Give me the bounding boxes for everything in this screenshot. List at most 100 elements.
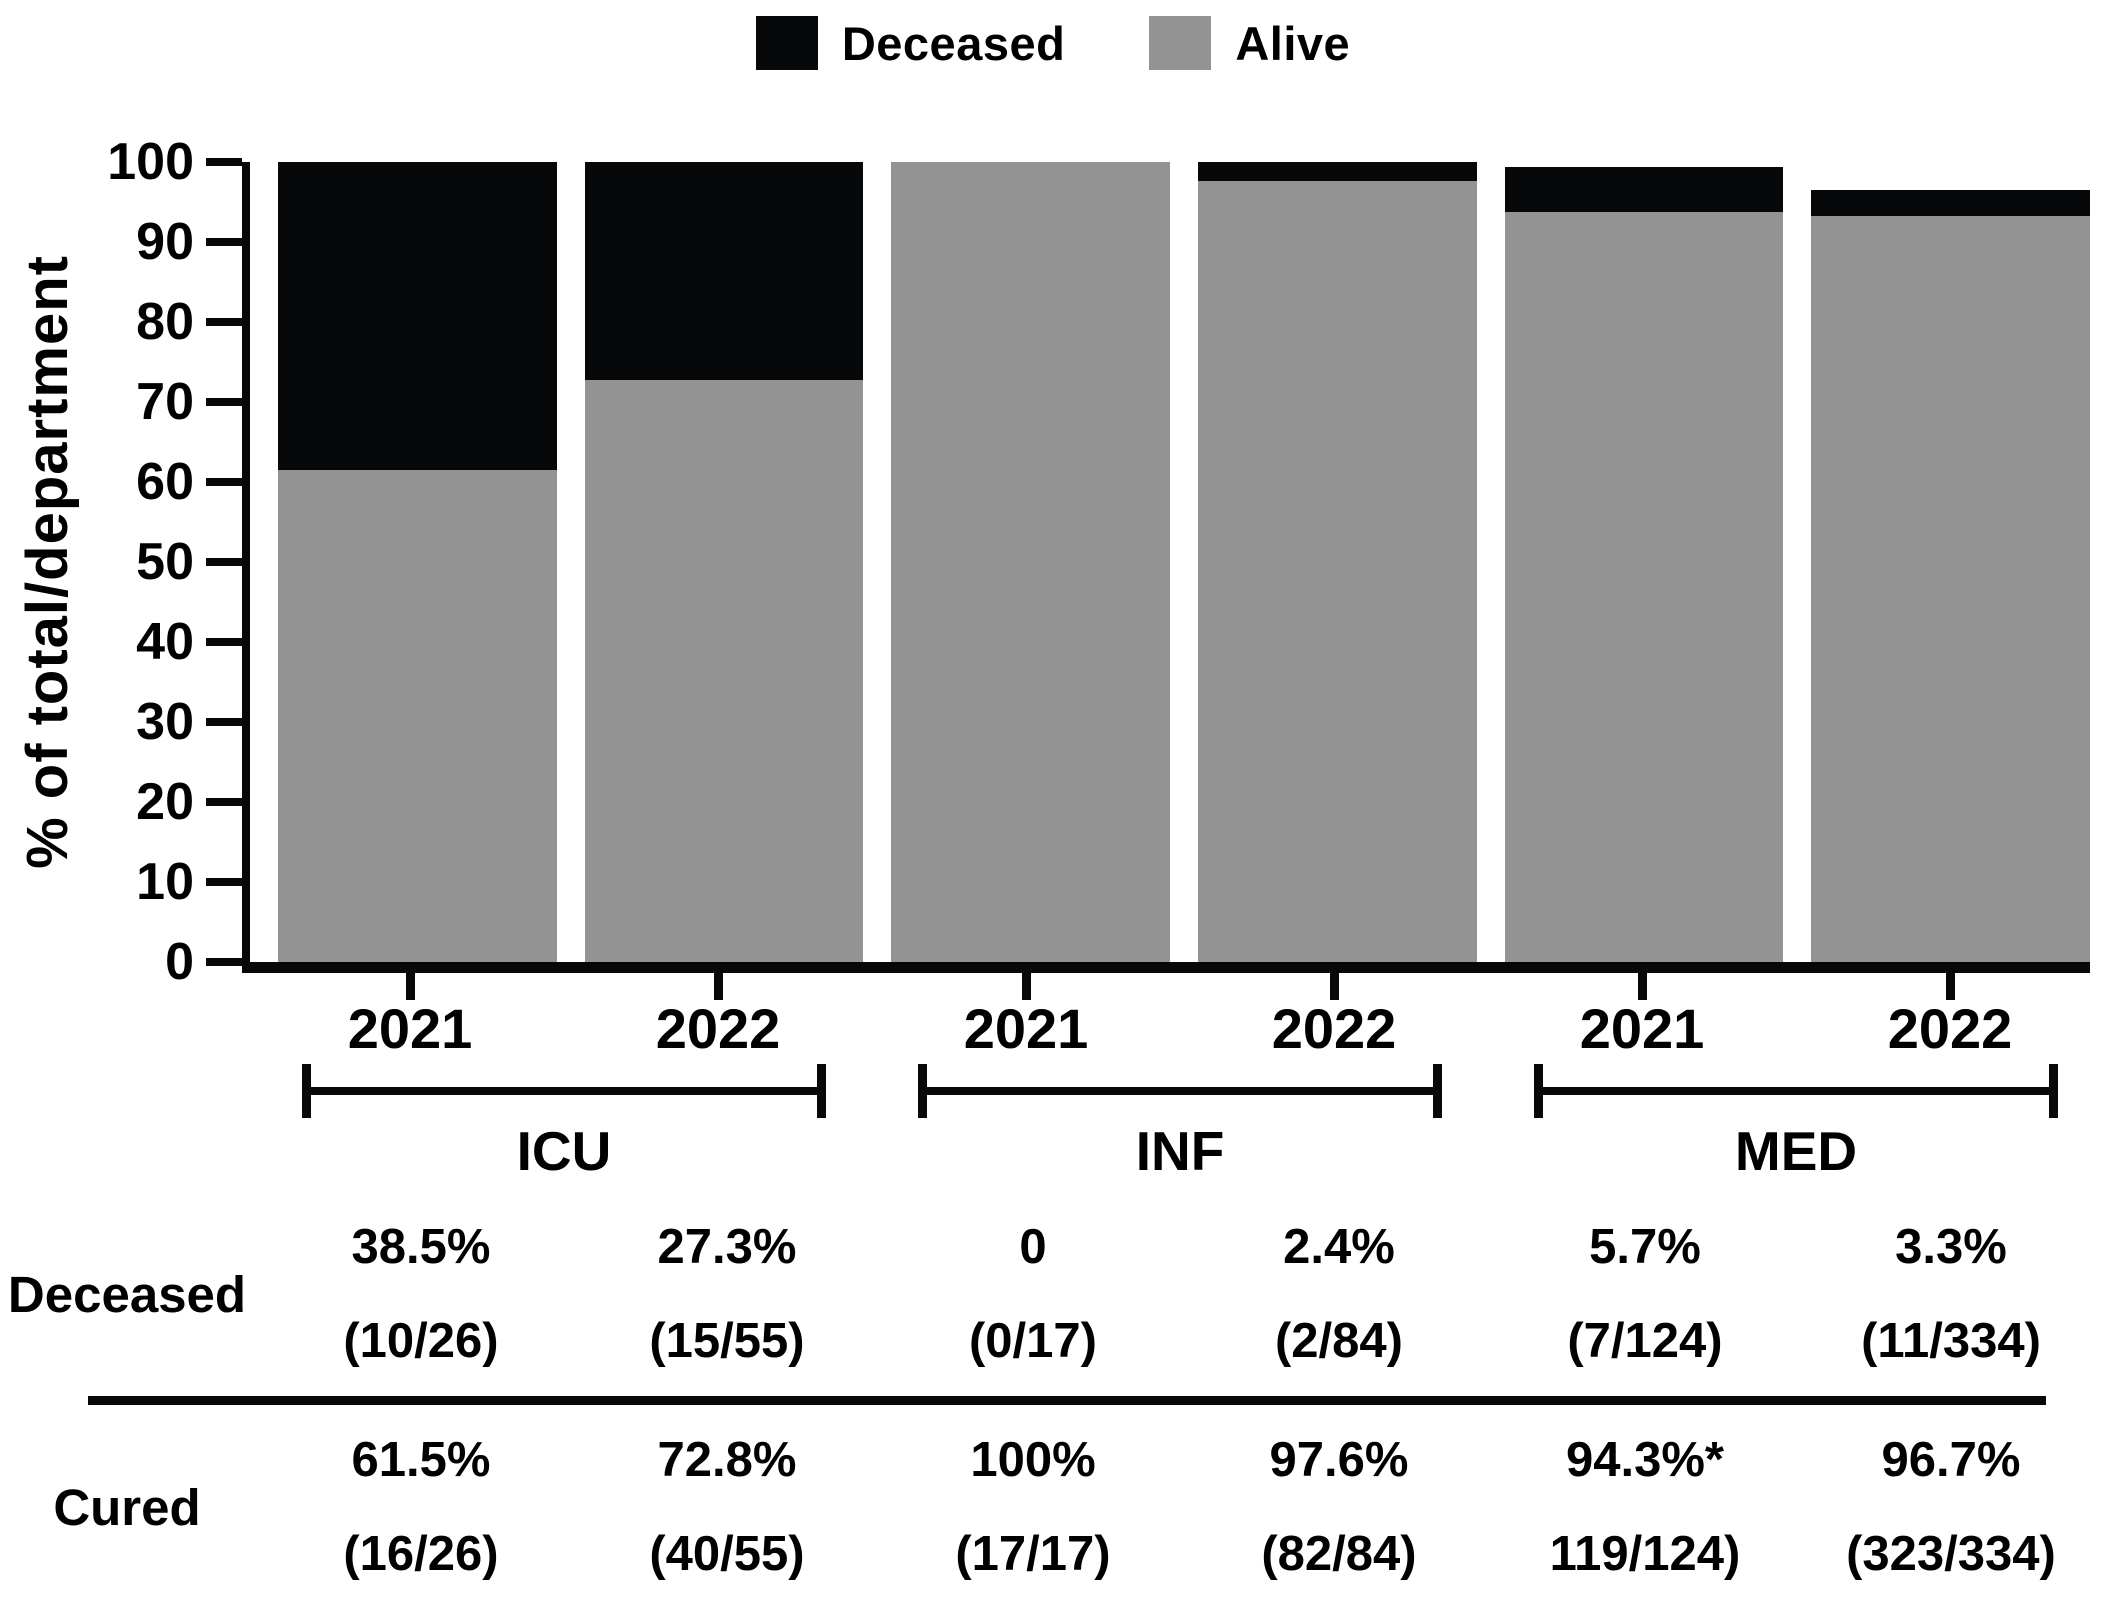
y-tick-label-90: 90	[136, 213, 194, 271]
legend-swatch-alive-icon	[1149, 16, 1212, 70]
x-tick-3	[1194, 973, 1474, 1000]
bar-segment-alive	[1504, 212, 1784, 962]
y-tick-50	[206, 558, 242, 566]
table-cell-percent: 72.8%	[657, 1433, 797, 1487]
group-label-icu: ICU	[516, 1120, 612, 1182]
y-tick-40	[206, 638, 242, 646]
y-tick-90	[206, 238, 242, 246]
bar-med-2021	[1504, 166, 1784, 962]
bar-icu-2021	[278, 162, 557, 962]
x-tick-mark	[713, 973, 723, 1000]
y-axis-title-box: % of total/department	[14, 162, 81, 962]
y-tick-label-0: 0	[165, 933, 194, 991]
group-bracket-icu	[302, 1064, 826, 1118]
x-axis-tick-row	[270, 973, 2090, 1000]
table-cell-fraction: (2/84)	[1274, 1314, 1403, 1368]
y-tick-60	[206, 478, 242, 486]
y-tick-10	[206, 878, 242, 886]
table-cell-deceased-2: 0 (0/17)	[894, 1200, 1172, 1388]
group-brackets	[270, 1064, 2090, 1118]
x-tick-mark	[1637, 973, 1647, 1000]
legend-swatch-deceased-icon	[755, 16, 818, 70]
table-cell-fraction: 119/124)	[1549, 1527, 1741, 1581]
table-cell-percent: 100%	[970, 1433, 1096, 1487]
x-tick-1	[578, 973, 858, 1000]
table-cell-percent: 94.3%*	[1565, 1433, 1724, 1487]
y-tick-label-10: 10	[136, 853, 194, 911]
group-bracket-inf	[918, 1064, 1442, 1118]
y-tick-70	[206, 398, 242, 406]
bar-segment-deceased	[584, 162, 864, 380]
legend-item-deceased: Deceased	[755, 16, 1066, 71]
table-cell-cured-3: 97.6% (82/84)	[1200, 1413, 1478, 1601]
table-cell-percent: 3.3%	[1895, 1220, 2007, 1274]
plot-area: 0 10 20 30 40 50 60 70 80 90 100	[107, 133, 2090, 991]
bar-segment-alive	[1197, 181, 1477, 962]
table-cell-fraction: (11/334)	[1861, 1314, 2041, 1368]
legend-label-alive: Alive	[1235, 16, 1351, 70]
table-cell-fraction: (17/17)	[955, 1527, 1111, 1581]
data-table: Deceased 38.5% (10/26) 27.3% (15/55) 0 (0/17) 2…	[0, 1200, 2106, 1601]
x-year-label-4: 2021	[1579, 997, 1705, 1060]
group-label-med: MED	[1734, 1120, 1858, 1182]
y-tick-30	[206, 718, 242, 726]
table-cell-deceased-1: 27.3% (15/55)	[588, 1200, 866, 1388]
y-tick-label-60: 60	[136, 453, 194, 511]
table-cell-fraction: (0/17)	[968, 1314, 1097, 1368]
x-year-label-3: 2022	[1271, 997, 1397, 1060]
table-cell-fraction: (40/55)	[649, 1527, 805, 1581]
bar-med-2022	[1811, 190, 2090, 962]
x-tick-mark	[405, 973, 415, 1000]
table-cell-percent: 38.5%	[351, 1220, 491, 1274]
table-cell-percent: 27.3%	[657, 1220, 797, 1274]
table-divider	[88, 1396, 2046, 1405]
y-axis-title: % of total/department	[15, 255, 80, 869]
legend-label-deceased: Deceased	[841, 16, 1066, 70]
table-cell-fraction: (10/26)	[343, 1314, 499, 1368]
table-cell-deceased-5: 3.3% (11/334)	[1812, 1200, 2090, 1388]
x-year-label-0: 2021	[347, 997, 473, 1060]
x-tick-2	[886, 973, 1166, 1000]
y-tick-20	[206, 798, 242, 806]
bar-segment-alive	[278, 470, 557, 962]
table-cell-deceased-0: 38.5% (10/26)	[282, 1200, 560, 1388]
table-cell-percent: 5.7%	[1589, 1220, 1701, 1274]
table-cell-cured-5: 96.7% (323/334)	[1812, 1413, 2090, 1601]
bar-segment-deceased	[1197, 162, 1477, 182]
figure: Deceased Alive % of total/department 0 10…	[0, 14, 2106, 1616]
y-tick-label-70: 70	[136, 373, 194, 431]
x-tick-0	[270, 973, 550, 1000]
y-tick-label-30: 30	[136, 693, 194, 751]
bar-segment-alive	[584, 379, 864, 962]
bar-segment-deceased	[1504, 166, 1784, 213]
y-tick-label-40: 40	[136, 613, 194, 671]
bar-inf-2022	[1197, 162, 1477, 962]
table-cell-percent: 2.4%	[1283, 1220, 1395, 1274]
table-cell-cured-0: 61.5% (16/26)	[282, 1413, 560, 1601]
table-row-deceased: Deceased 38.5% (10/26) 27.3% (15/55) 0 (0/17) 2…	[0, 1200, 2090, 1388]
x-year-label-2: 2021	[963, 997, 1089, 1060]
bar-segment-deceased	[278, 162, 557, 470]
bars-container	[250, 162, 2090, 962]
x-year-label-5: 2022	[1887, 997, 2013, 1060]
table-cell-percent: 61.5%	[351, 1433, 491, 1487]
bar-segment-alive	[1811, 216, 2090, 962]
x-tick-5	[1810, 973, 2090, 1000]
group-bracket-cell-icu	[270, 1064, 858, 1118]
table-cell-cured-2: 100% (17/17)	[894, 1413, 1172, 1601]
x-tick-mark	[1945, 973, 1955, 1000]
x-year-label-1: 2022	[655, 997, 781, 1060]
chart-area: % of total/department 0 10 20 30 40 50 60 70 80 9…	[0, 133, 2106, 1182]
y-tick-0	[206, 958, 242, 966]
x-axis-line	[242, 962, 2090, 973]
table-cell-percent: 96.7%	[1881, 1433, 2021, 1487]
group-bracket-cell-med	[1502, 1064, 2090, 1118]
table-cell-fraction: (7/124)	[1567, 1314, 1723, 1368]
table-cell-fraction: (16/26)	[343, 1527, 499, 1581]
legend-item-alive: Alive	[1149, 16, 1350, 71]
table-cell-fraction: (82/84)	[1261, 1527, 1417, 1581]
x-tick-mark	[1329, 973, 1339, 1000]
bar-inf-2021	[891, 162, 1170, 962]
table-cell-fraction: (15/55)	[649, 1314, 805, 1368]
table-cell-cured-4: 94.3%* 119/124)	[1506, 1413, 1784, 1601]
